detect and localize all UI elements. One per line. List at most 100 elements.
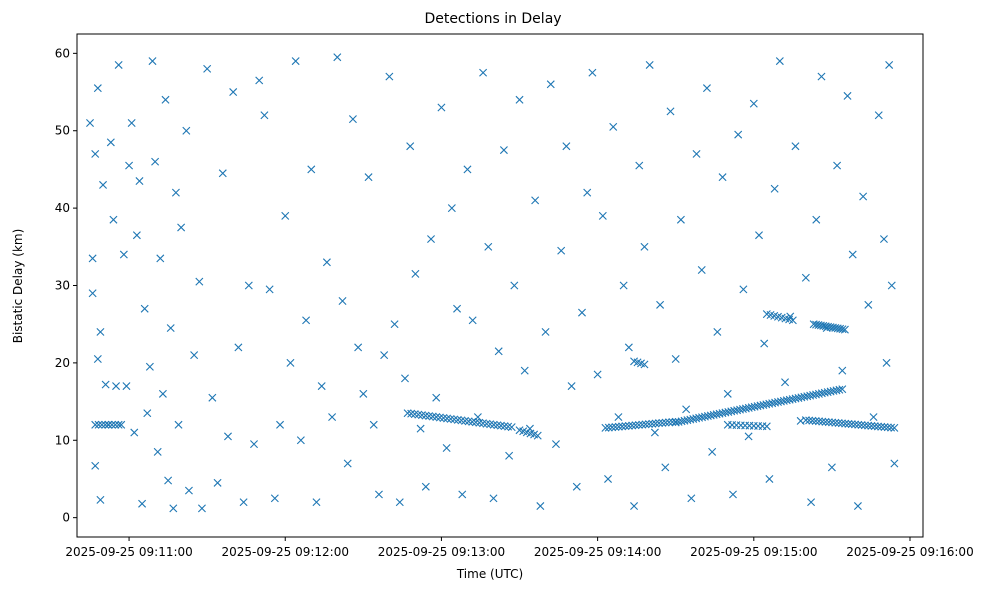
data-point-320 bbox=[854, 420, 863, 429]
x-tick-label-1: 2025-09-25 09:12:00 bbox=[222, 545, 349, 559]
y-axis-ticks: 0 10 20 30 40 50 60 bbox=[55, 46, 77, 525]
data-point-1 bbox=[88, 254, 97, 263]
y-tick-label-0: 0 bbox=[62, 511, 70, 525]
data-point-60 bbox=[281, 211, 290, 220]
data-point-42 bbox=[190, 351, 199, 360]
x-tick-label-3: 2025-09-25 09:14:00 bbox=[534, 545, 661, 559]
data-point-229 bbox=[618, 422, 627, 431]
data-point-317 bbox=[844, 419, 853, 428]
data-point-47 bbox=[213, 478, 222, 487]
data-point-347 bbox=[821, 322, 830, 331]
data-point-57 bbox=[265, 285, 274, 294]
data-point-35 bbox=[166, 324, 175, 333]
data-point-115 bbox=[567, 382, 576, 391]
data-point-114 bbox=[562, 142, 571, 151]
data-point-53 bbox=[244, 281, 253, 290]
data-point-45 bbox=[203, 64, 212, 73]
data-point-321 bbox=[857, 421, 866, 430]
data-point-75 bbox=[359, 389, 368, 398]
data-point-30 bbox=[153, 447, 162, 456]
data-point-31 bbox=[156, 254, 165, 263]
data-point-319 bbox=[851, 420, 860, 429]
data-point-341 bbox=[762, 422, 771, 431]
data-point-158 bbox=[791, 142, 800, 151]
data-point-304 bbox=[801, 416, 810, 425]
data-point-236 bbox=[641, 420, 650, 429]
data-point-86 bbox=[416, 424, 425, 433]
data-point-67 bbox=[317, 382, 326, 391]
data-point-4 bbox=[91, 461, 100, 470]
data-point-170 bbox=[853, 502, 862, 511]
data-point-224 bbox=[601, 423, 610, 432]
data-point-177 bbox=[885, 60, 894, 69]
chart-title: Detections in Delay bbox=[424, 11, 561, 27]
data-point-155 bbox=[775, 57, 784, 66]
data-point-63 bbox=[296, 436, 305, 445]
data-point-127 bbox=[630, 502, 639, 511]
data-point-308 bbox=[814, 417, 823, 426]
data-point-306 bbox=[808, 416, 817, 425]
data-point-104 bbox=[510, 281, 519, 290]
data-point-140 bbox=[697, 266, 706, 275]
data-point-135 bbox=[671, 355, 680, 364]
data-point-187 bbox=[114, 420, 123, 429]
data-point-83 bbox=[400, 374, 409, 383]
data-point-163 bbox=[817, 72, 826, 81]
data-point-18 bbox=[122, 382, 131, 391]
data-point-124 bbox=[614, 413, 623, 422]
data-point-312 bbox=[828, 418, 837, 427]
data-point-82 bbox=[395, 498, 404, 507]
data-point-88 bbox=[427, 235, 436, 244]
data-point-7 bbox=[96, 327, 105, 336]
data-point-15 bbox=[114, 60, 123, 69]
data-point-160 bbox=[801, 273, 810, 282]
data-point-239 bbox=[651, 419, 660, 428]
data-point-61 bbox=[286, 358, 295, 367]
data-point-50 bbox=[229, 88, 238, 97]
data-point-174 bbox=[874, 111, 883, 120]
data-point-363 bbox=[788, 316, 797, 325]
data-point-39 bbox=[177, 223, 186, 232]
data-point-137 bbox=[682, 405, 691, 414]
data-point-241 bbox=[658, 418, 667, 427]
data-point-186 bbox=[111, 420, 120, 429]
data-point-118 bbox=[583, 188, 592, 197]
data-point-41 bbox=[184, 486, 193, 495]
data-point-138 bbox=[687, 494, 696, 503]
data-point-56 bbox=[260, 111, 269, 120]
data-point-22 bbox=[132, 231, 141, 240]
x-axis-label: Time (UTC) bbox=[456, 567, 523, 581]
data-point-324 bbox=[867, 421, 876, 430]
y-tick-label-1: 10 bbox=[55, 433, 70, 447]
data-point-132 bbox=[656, 300, 665, 309]
data-point-54 bbox=[250, 440, 258, 449]
data-point-232 bbox=[628, 421, 637, 430]
data-point-85 bbox=[411, 269, 420, 278]
data-point-27 bbox=[145, 362, 154, 371]
data-point-129 bbox=[640, 242, 649, 251]
data-point-149 bbox=[744, 432, 753, 441]
data-point-87 bbox=[421, 482, 430, 491]
data-point-238 bbox=[648, 419, 657, 428]
data-point-302 bbox=[835, 385, 844, 394]
data-point-309 bbox=[818, 417, 827, 426]
data-point-122 bbox=[604, 474, 613, 483]
y-tick-label-2: 20 bbox=[55, 356, 70, 370]
data-point-77 bbox=[369, 420, 378, 429]
data-point-3 bbox=[91, 149, 100, 158]
y-tick-label-6: 60 bbox=[55, 46, 70, 60]
data-point-183 bbox=[101, 420, 110, 429]
data-point-55 bbox=[255, 76, 264, 85]
data-point-142 bbox=[708, 447, 717, 456]
data-point-349 bbox=[826, 323, 835, 332]
data-point-93 bbox=[453, 304, 462, 313]
data-points bbox=[86, 53, 899, 513]
data-point-24 bbox=[138, 499, 147, 508]
data-point-144 bbox=[718, 173, 727, 182]
data-point-343 bbox=[812, 320, 821, 329]
data-point-66 bbox=[312, 498, 321, 507]
data-point-95 bbox=[463, 165, 472, 174]
data-point-305 bbox=[805, 416, 814, 425]
data-point-43 bbox=[195, 277, 204, 286]
